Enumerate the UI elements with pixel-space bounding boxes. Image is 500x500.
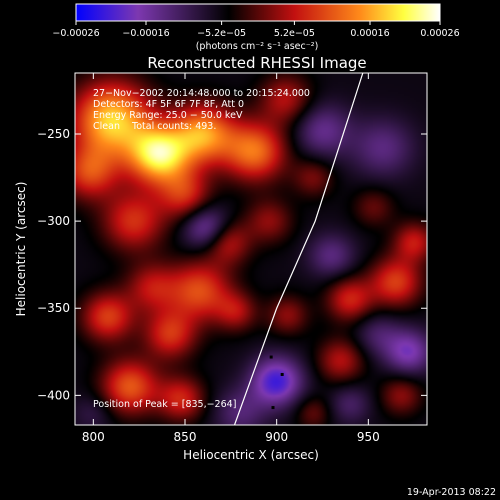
heatmap-image — [75, 73, 427, 425]
plot-area: 800 850 900 950 −250 −300 −350 −400 — [37, 72, 428, 444]
colorbar-tick-label: −5.2e−05 — [197, 28, 246, 39]
annotation-energy: Energy Range: 25.0 − 50.0 keV — [93, 110, 243, 121]
peak-markers — [269, 355, 284, 410]
x-tick-label: 950 — [357, 430, 380, 444]
axis-ticks: 800 850 900 950 −250 −300 −350 −400 — [37, 73, 427, 444]
y-tick-label: −250 — [37, 127, 70, 141]
colorbar-unit-label: (photons cm⁻² s⁻¹ asec⁻²) — [196, 41, 319, 52]
colorbar: −0.00026 −0.00016 −5.2e−05 5.2e−05 0.00016 0.… — [52, 3, 460, 52]
y-tick-label: −400 — [37, 388, 70, 402]
colorbar-tick-label: 5.2e−05 — [274, 28, 315, 39]
chart-title: Reconstructed RHESSI Image — [147, 54, 366, 72]
marker-dot — [269, 355, 273, 359]
colorbar-tick-label: 0.00026 — [420, 28, 459, 39]
y-tick-label: −350 — [37, 301, 70, 315]
plot-frame — [74, 72, 428, 426]
annotation-method: Clean Total counts: 493. — [93, 121, 216, 132]
y-tick-label: −300 — [37, 214, 70, 228]
x-tick-label: 800 — [82, 430, 105, 444]
colorbar-tick-label: −0.00026 — [52, 28, 99, 39]
colorbar-ticks: −0.00026 −0.00016 −5.2e−05 5.2e−05 0.00016 0.… — [52, 21, 460, 39]
marker-dot — [280, 372, 284, 376]
colorbar-swatch — [75, 3, 441, 22]
annotation-peak: Position of Peak = [835,−264] — [93, 399, 236, 410]
colorbar-tick-label: 0.00016 — [350, 28, 389, 39]
footer-timestamp: 19-Apr-2013 08:22 — [407, 487, 496, 498]
annotation-detectors: Detectors: 4F 5F 6F 7F 8F, Att 0 — [93, 99, 244, 110]
y-axis-label: Heliocentric Y (arcsec) — [14, 182, 28, 317]
x-axis-label: Heliocentric X (arcsec) — [183, 448, 319, 462]
colorbar-tick-label: −0.00016 — [122, 28, 169, 39]
annotations: 27−Nov−2002 20:14:48.000 to 20:15:24.000… — [93, 88, 310, 410]
x-tick-label: 850 — [174, 430, 197, 444]
x-tick-label: 900 — [265, 430, 288, 444]
marker-dot — [271, 406, 275, 410]
solar-limb-line — [233, 73, 364, 425]
annotation-time: 27−Nov−2002 20:14:48.000 to 20:15:24.000 — [93, 88, 310, 99]
